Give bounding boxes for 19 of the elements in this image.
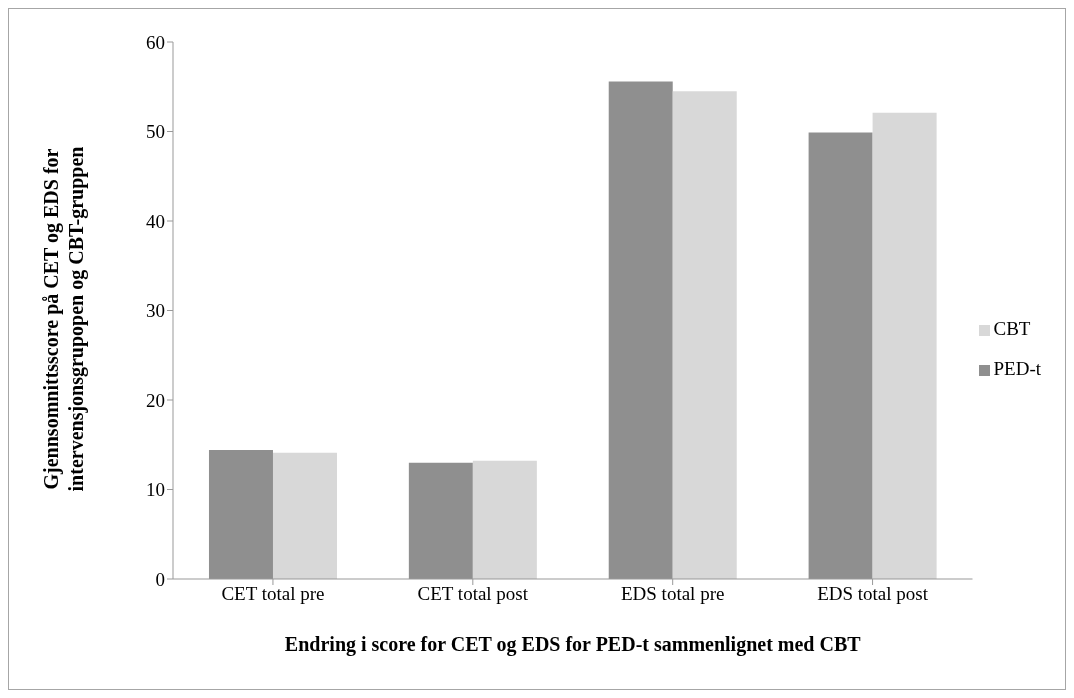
x-axis-title: Endring i score for CET og EDS for PED-t sammenlignet med CBT [284, 633, 862, 656]
x-tick-label: CET total pre [221, 583, 325, 605]
y-axis-title: Gjennsomnittsscore på CET og EDS for intervensjonsgrupopen og CBT-gruppen [39, 145, 89, 494]
bar [672, 91, 737, 579]
bar [872, 112, 937, 579]
bar [472, 460, 537, 579]
y-tick-label: 0 [155, 568, 165, 590]
x-tick-label: EDS total pre [620, 583, 725, 605]
x-tick-label: CET total post [417, 583, 529, 605]
x-tick-label: EDS total post [817, 583, 929, 605]
y-tick-label: 40 [146, 210, 165, 232]
legend-label: CBT [993, 318, 1031, 339]
y-tick-label: 10 [146, 479, 165, 501]
bar [272, 452, 337, 579]
y-tick-label: 50 [146, 121, 165, 143]
y-tick-label: 60 [146, 31, 165, 53]
y-tick-label: 20 [146, 389, 165, 411]
legend-label: PED-t [993, 358, 1041, 379]
y-tick-label: 30 [146, 300, 165, 322]
